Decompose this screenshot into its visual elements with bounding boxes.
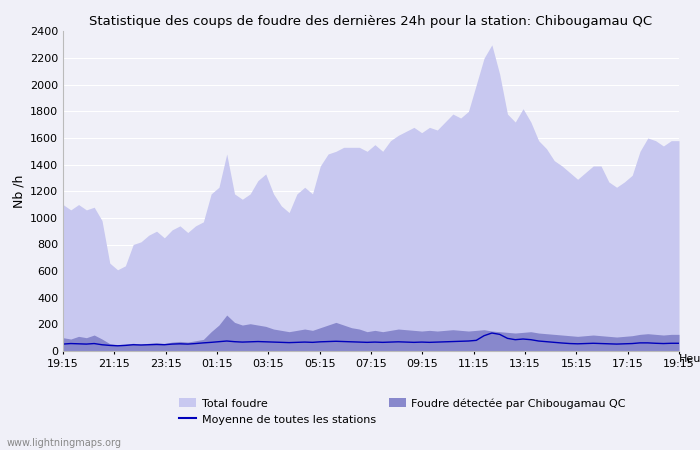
Y-axis label: Nb /h: Nb /h [13, 175, 26, 208]
Title: Statistique des coups de foudre des dernières 24h pour la station: Chibougamau Q: Statistique des coups de foudre des dern… [90, 14, 652, 27]
Text: www.lightningmaps.org: www.lightningmaps.org [7, 438, 122, 448]
Legend: Total foudre, Moyenne de toutes les stations, Foudre détectée par Chibougamau QC: Total foudre, Moyenne de toutes les stat… [179, 398, 626, 425]
Text: Heure: Heure [679, 354, 700, 364]
